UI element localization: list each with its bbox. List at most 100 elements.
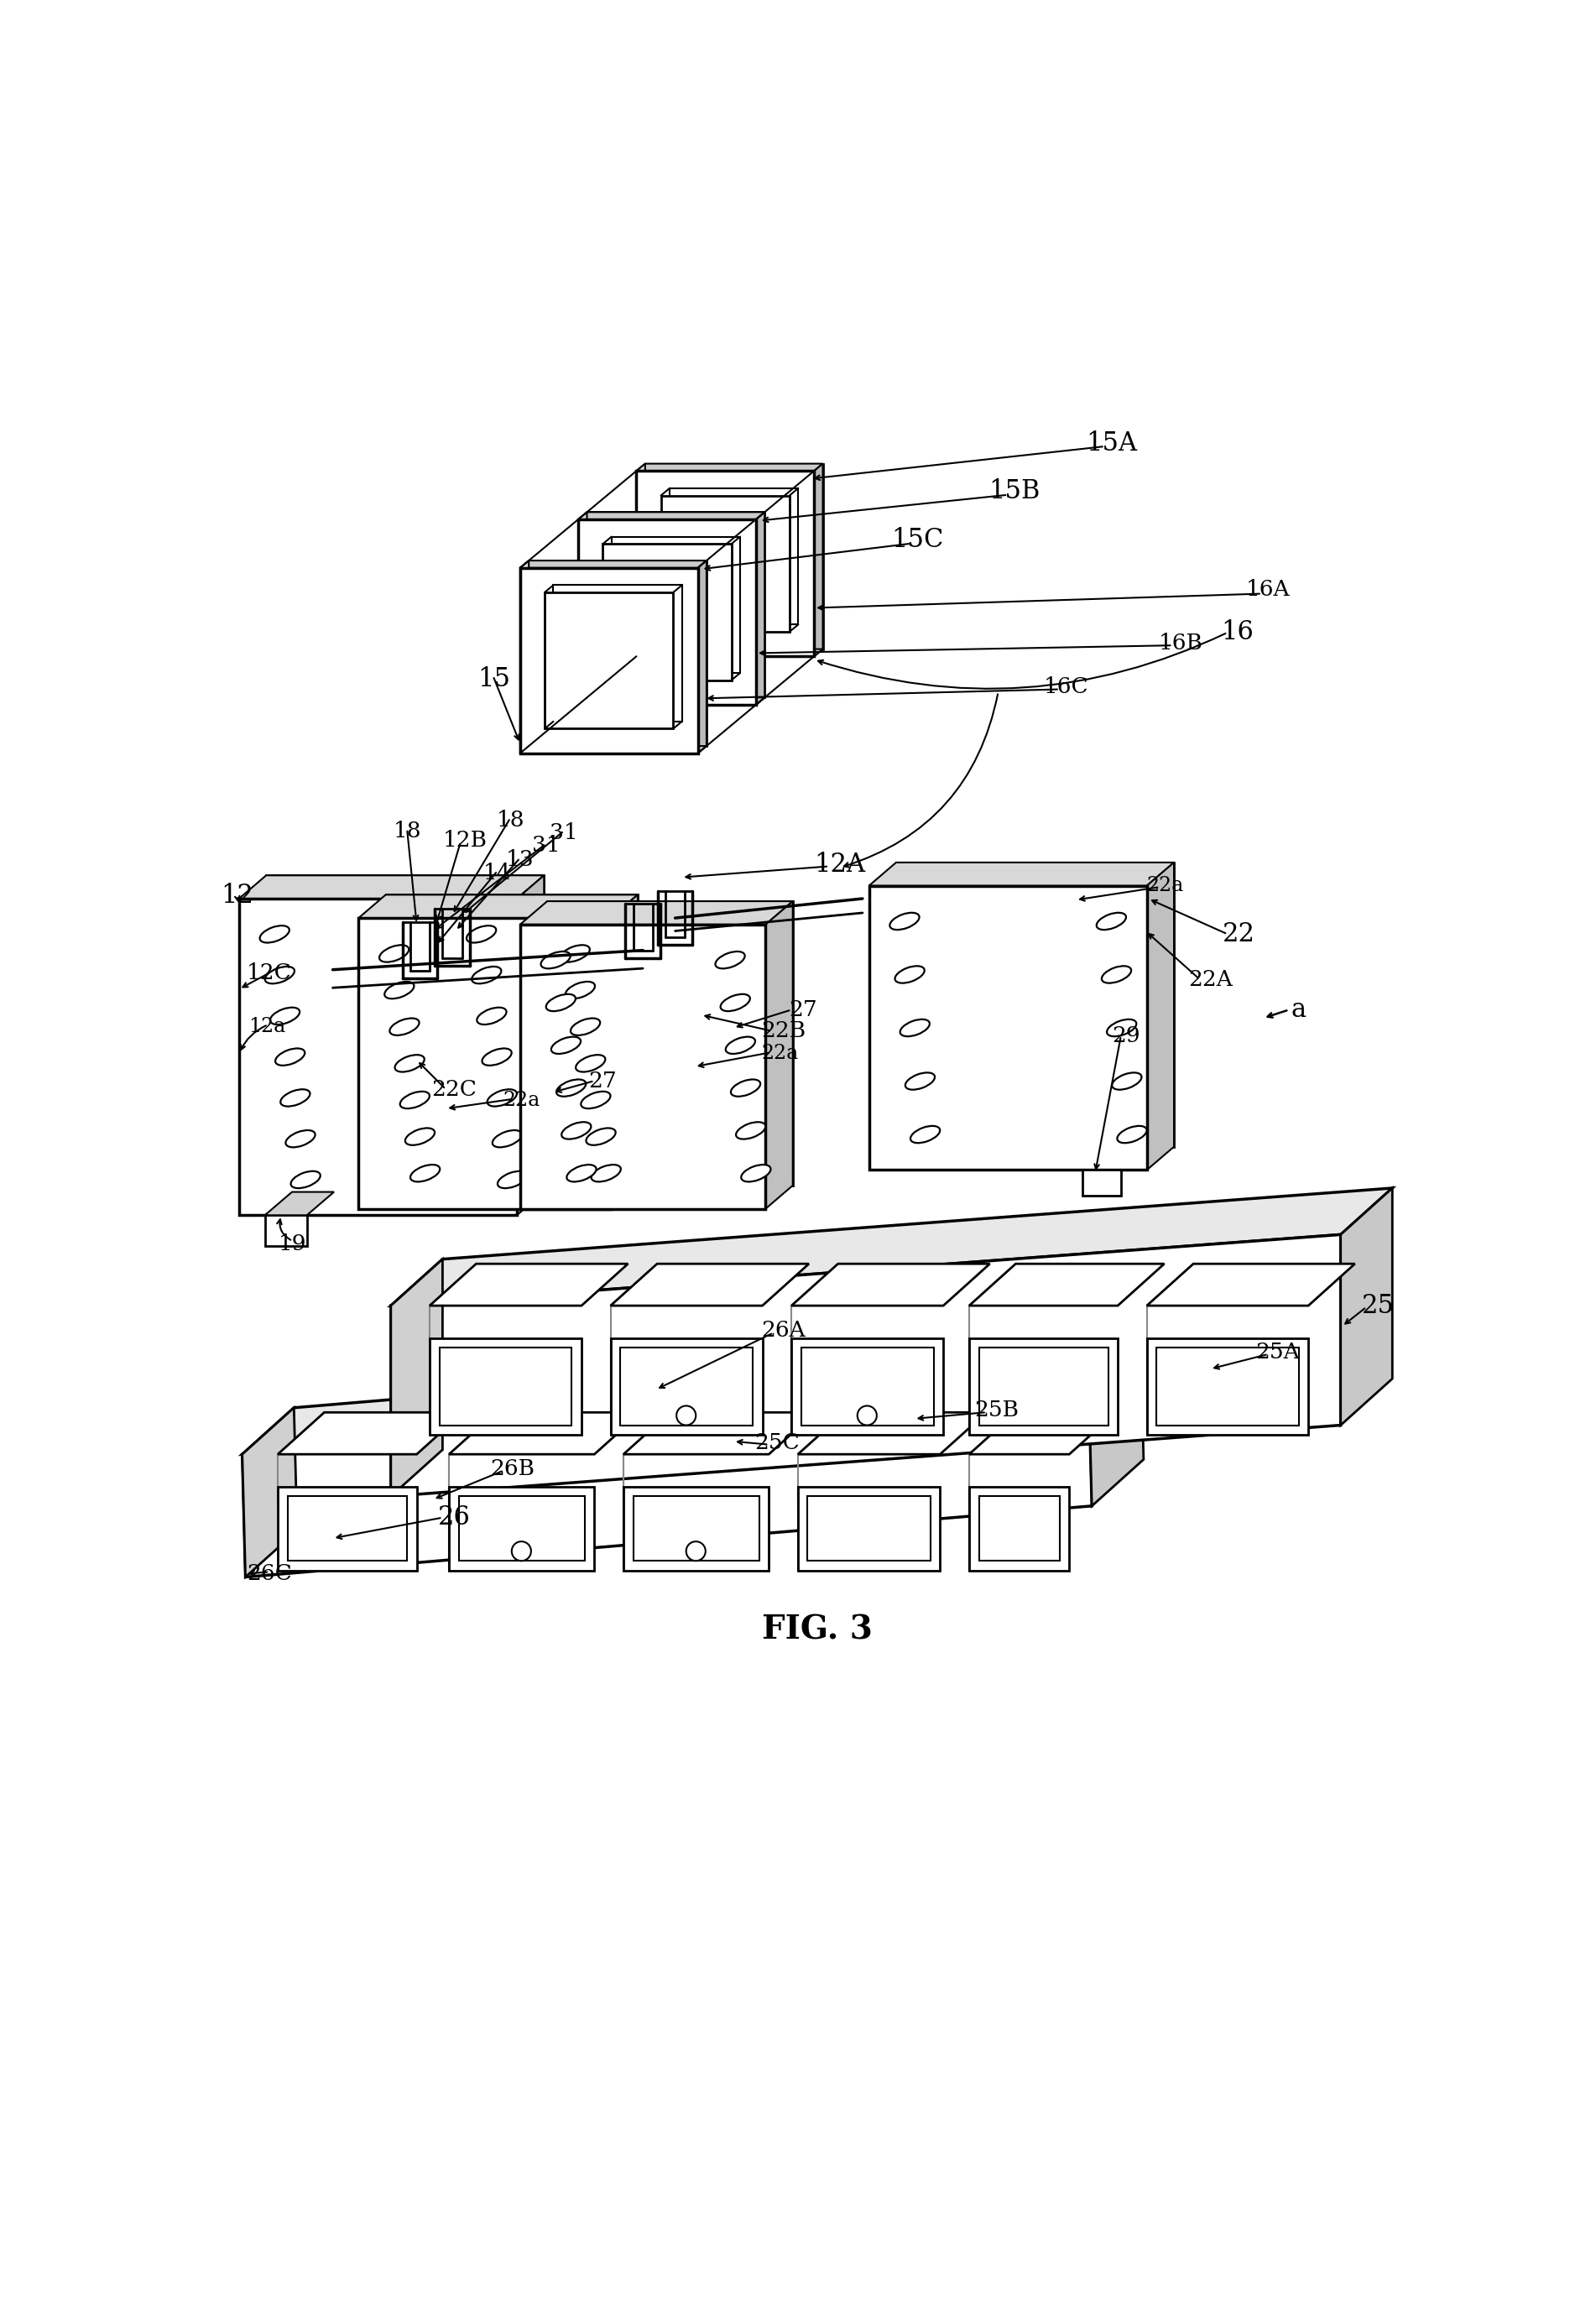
Polygon shape [969,1264,1163,1306]
Text: 15A: 15A [1085,429,1136,457]
Polygon shape [637,464,645,657]
Ellipse shape [889,912,919,930]
Polygon shape [611,536,741,673]
Polygon shape [634,1496,760,1561]
Polygon shape [978,1496,1060,1561]
Text: 19: 19 [279,1234,306,1255]
Polygon shape [278,1487,417,1571]
Text: 22C: 22C [431,1079,477,1100]
Ellipse shape [380,944,409,963]
Text: 29: 29 [1112,1025,1140,1046]
Ellipse shape [275,1049,305,1065]
Polygon shape [359,896,638,919]
Polygon shape [611,1264,809,1306]
Text: 15: 15 [477,666,511,691]
Polygon shape [603,543,731,680]
Polygon shape [801,1348,934,1424]
Polygon shape [554,585,681,722]
Text: 16A: 16A [1246,580,1291,601]
Polygon shape [611,896,638,1209]
Polygon shape [792,1264,990,1306]
Polygon shape [1341,1188,1392,1424]
Ellipse shape [265,967,295,984]
Text: 13: 13 [506,849,535,870]
Polygon shape [757,513,764,705]
Ellipse shape [910,1125,940,1144]
Polygon shape [621,1348,753,1424]
Ellipse shape [571,1018,600,1035]
Ellipse shape [565,981,595,998]
Ellipse shape [546,995,576,1012]
Polygon shape [624,1487,769,1571]
Ellipse shape [270,1007,300,1025]
Ellipse shape [562,1123,591,1139]
Text: 16: 16 [1221,619,1253,645]
Polygon shape [637,650,824,657]
Text: 25B: 25B [975,1399,1020,1420]
Polygon shape [243,1408,297,1578]
Circle shape [512,1540,531,1561]
Polygon shape [544,592,674,728]
Polygon shape [359,919,611,1209]
Polygon shape [265,1216,306,1246]
Polygon shape [969,1487,1069,1571]
Polygon shape [547,900,793,1186]
Polygon shape [670,487,798,624]
Polygon shape [578,513,764,520]
Ellipse shape [541,951,570,967]
Polygon shape [287,1496,407,1561]
Text: 26A: 26A [761,1320,806,1341]
Ellipse shape [286,1130,314,1148]
Text: 12C: 12C [247,963,292,984]
Polygon shape [578,513,587,705]
Polygon shape [766,900,793,1209]
Polygon shape [637,464,824,471]
Text: 27: 27 [788,1000,817,1021]
Ellipse shape [551,1037,581,1053]
Ellipse shape [410,1165,440,1181]
Polygon shape [448,1413,642,1455]
Text: 16C: 16C [1044,675,1088,698]
Polygon shape [868,863,1175,886]
Ellipse shape [720,995,750,1012]
Polygon shape [637,471,814,657]
Ellipse shape [290,1172,321,1188]
Polygon shape [645,464,824,650]
Polygon shape [391,1234,1341,1496]
Ellipse shape [741,1165,771,1181]
Polygon shape [243,1336,1141,1455]
Polygon shape [978,1348,1108,1424]
Ellipse shape [1112,1072,1141,1090]
Text: 15B: 15B [988,478,1041,506]
Ellipse shape [581,1090,610,1109]
Ellipse shape [726,1037,755,1053]
Polygon shape [578,520,757,705]
Text: 15C: 15C [891,527,943,552]
Circle shape [686,1540,705,1561]
Polygon shape [278,1413,463,1455]
Polygon shape [520,747,707,754]
Text: 31: 31 [531,835,560,856]
Text: 26B: 26B [490,1457,535,1478]
Polygon shape [969,1413,1116,1455]
Text: 12B: 12B [444,831,487,851]
Ellipse shape [482,1049,512,1065]
Polygon shape [520,568,697,754]
Text: 12: 12 [220,882,254,909]
Ellipse shape [1117,1125,1148,1144]
Polygon shape [429,1339,581,1434]
Polygon shape [792,1339,943,1434]
Polygon shape [386,896,638,1186]
Ellipse shape [576,1056,605,1072]
Ellipse shape [394,1056,425,1072]
Text: 26: 26 [437,1506,471,1531]
Polygon shape [243,1383,1092,1578]
Ellipse shape [1101,965,1132,984]
Ellipse shape [405,1128,434,1146]
Text: 22A: 22A [1187,970,1232,991]
Polygon shape [808,1496,930,1561]
Text: 31: 31 [551,821,578,842]
Ellipse shape [1108,1018,1136,1037]
Ellipse shape [560,944,591,963]
Text: 27: 27 [589,1070,618,1090]
